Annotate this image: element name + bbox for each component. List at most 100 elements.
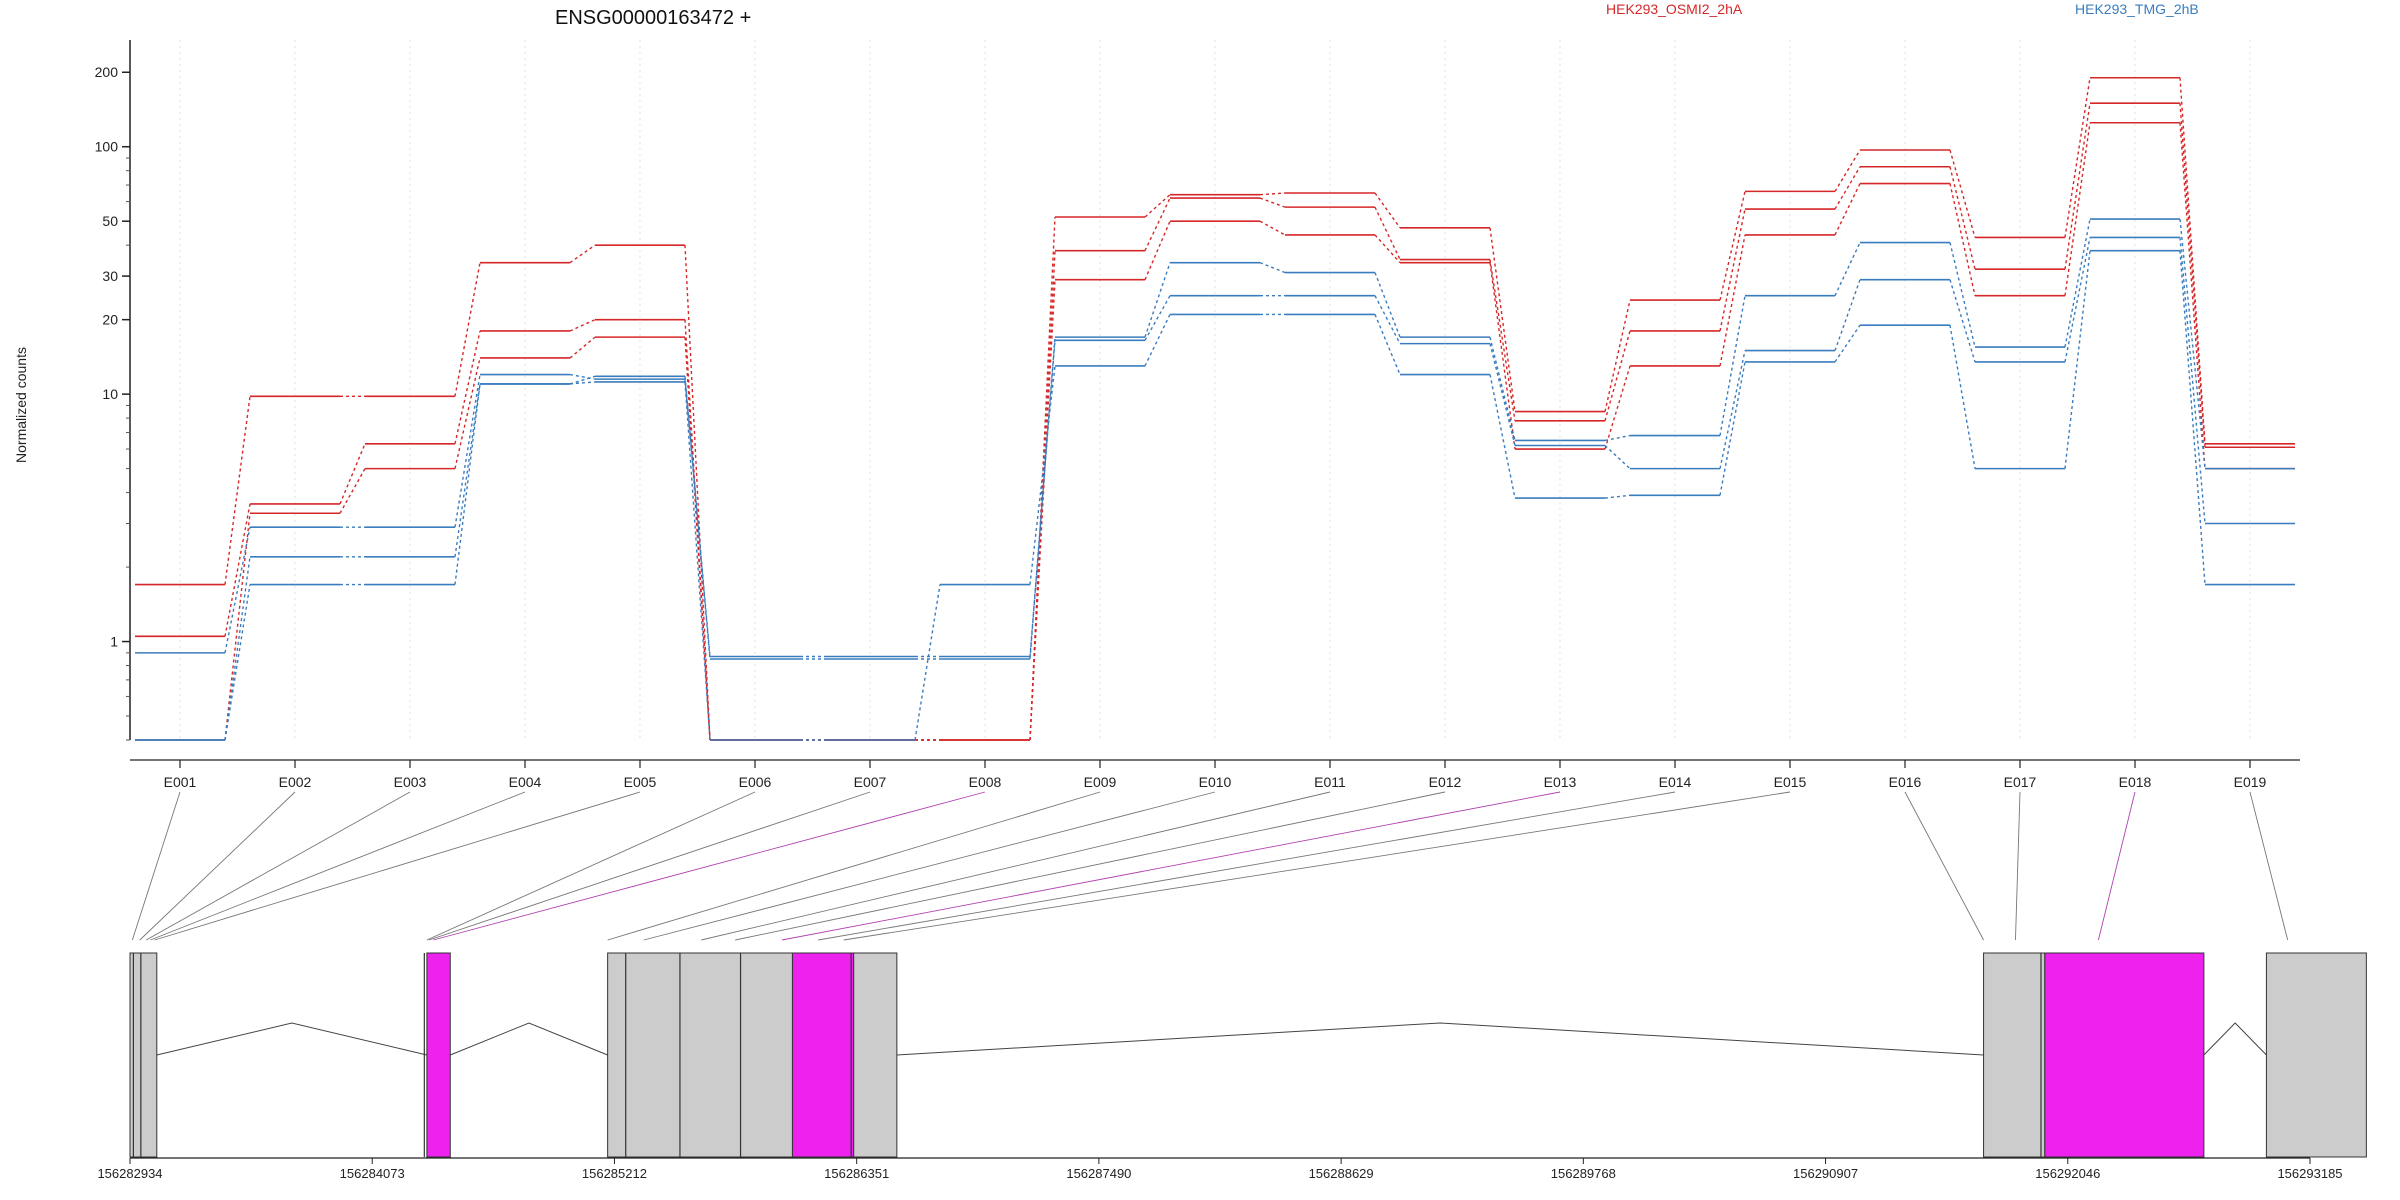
x-tick-label-e016: E016 [1889,774,1922,790]
series-connector [454,383,481,557]
series-connector [2064,122,2091,296]
connector-e013 [781,791,1561,941]
genomic-tick-label: 156288629 [1309,1166,1374,1181]
connector-e003 [145,791,411,941]
connector-e006 [426,791,756,941]
series-connector [1374,234,1401,264]
connector-e005 [154,791,641,941]
exon-connector-lines [131,791,2289,941]
intron-line [156,1022,427,1056]
x-tick-label-e019: E019 [2234,774,2267,790]
series-connector [454,357,481,469]
y-tick-label: 100 [95,139,119,155]
series-connector [1029,340,1056,657]
y-tick-label: 50 [102,213,118,229]
genomic-tick-label: 156289768 [1551,1166,1616,1181]
y-tick-label: 200 [95,64,119,80]
x-tick-label-e004: E004 [509,774,542,790]
y-tick-label: 1 [110,634,118,650]
x-tick-label-e013: E013 [1544,774,1577,790]
exon-block-1 [426,952,451,1158]
legend-entry-osmi2: HEK293_OSMI2_2hA [1606,1,1743,17]
series-connector [1489,227,1516,412]
connector-e011 [701,791,1331,941]
series-connector [1144,197,1171,251]
series-connector [224,527,251,654]
series-connector [2179,219,2206,469]
series-connector [454,330,481,444]
series-5 [135,249,2295,741]
series-connector [1604,299,1631,412]
intron-line [2203,1022,2267,1056]
series-connector [224,584,251,741]
y-axis-label: Normalized counts [13,347,29,463]
series-connector [914,584,941,741]
series-connector [1949,149,1976,238]
series-connector [1834,324,1861,363]
connector-e014 [818,791,1676,941]
series-connector [684,337,711,741]
connector-e018 [2097,791,2136,941]
x-tick-label-e012: E012 [1429,774,1462,790]
chart-title: ENSG00000163472 + [555,7,751,29]
series-connector [2064,237,2091,363]
series-connector [2064,250,2091,469]
genomic-tick-label: 156292046 [2035,1166,2100,1181]
series-connector [1719,191,1746,301]
series-connector [569,375,596,385]
series-connector [1949,279,1976,363]
series-connector [1029,365,1056,585]
connector-e001 [131,791,181,941]
series-connector [2064,103,2091,270]
connector-e015 [843,791,1791,941]
series-connector [1604,444,1631,470]
series-connector [224,396,251,585]
series-connector [1259,220,1286,236]
series-connector [1604,365,1631,450]
series-connector [454,383,481,585]
exon-block-5 [1983,952,2046,1158]
series-connector [684,245,711,741]
x-tick-label-e002: E002 [279,774,312,790]
series-connector [684,381,711,741]
connector-e019 [2249,791,2289,941]
series-connector [224,503,251,637]
exon-axis: E001 E002 E003 E004 E005 E006 E007 E008 E009 E010… [130,759,2300,790]
connector-e008 [433,791,986,941]
series-connector [224,556,251,741]
intron-line [896,1022,1984,1056]
x-tick-label-e011: E011 [1314,774,1346,790]
vertical-gridlines [179,40,2251,740]
series-connector [1144,314,1171,367]
series-connector [339,468,366,514]
series-connector [1949,183,1976,296]
x-tick-label-e008: E008 [969,774,1002,790]
series-connector [339,443,366,505]
x-tick-label-e005: E005 [624,774,657,790]
connector-e012 [735,791,1446,941]
exon-block-7 [2265,952,2367,1158]
genomic-tick-label: 156286351 [824,1166,889,1181]
series-connector [1719,208,1746,332]
series-connector [1029,279,1056,741]
x-tick-label-e001: E001 [164,774,197,790]
x-tick-label-e003: E003 [394,774,427,790]
connector-e007 [428,791,871,941]
y-tick-label: 30 [102,268,118,284]
series-connector [569,244,596,264]
series-connector [1834,279,1861,351]
series-connector [1374,314,1401,375]
series-connector [2179,122,2206,469]
x-tick-label-e015: E015 [1774,774,1807,790]
genomic-tick-label: 156284073 [340,1166,405,1181]
genomic-tick-label: 156282934 [97,1166,162,1181]
series-1 [135,102,2295,741]
series-connector [1834,183,1861,236]
series-connector [1029,250,1056,741]
genomic-tick-label: 156287490 [1066,1166,1131,1181]
series-connector [1949,166,1976,270]
series-connector [1259,261,1286,274]
connector-e004 [150,791,526,941]
exon-block-0 [129,952,158,1158]
